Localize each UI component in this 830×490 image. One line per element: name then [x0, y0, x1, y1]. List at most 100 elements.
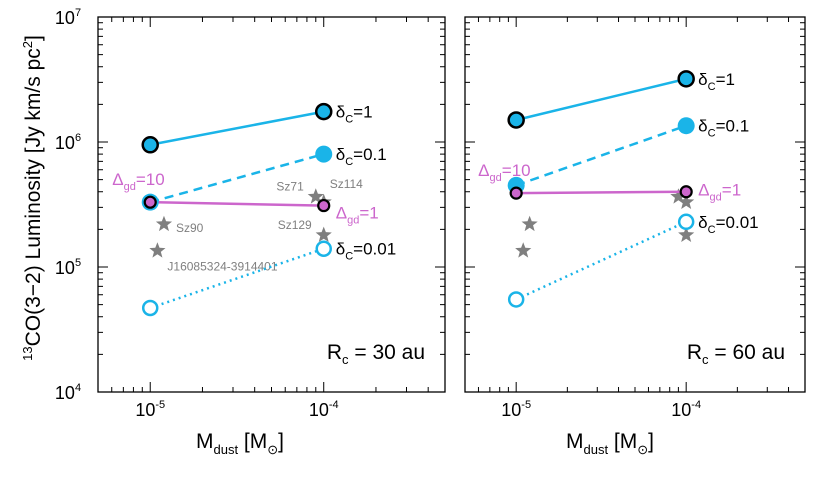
delta-gd-main: Δ [112, 170, 123, 189]
series-line [149, 110, 324, 147]
series-label-sub: C [345, 251, 353, 263]
series-label-sub: C [708, 81, 716, 93]
x-tick-label-exp: -4 [691, 399, 701, 411]
series-line [515, 77, 687, 122]
y-axis-label-main: CO(3−2) Luminosity [Jy km/s pc [22, 48, 45, 346]
series-line [150, 200, 324, 207]
star-marker [678, 226, 695, 242]
star-marker [521, 215, 538, 232]
series-label: δC=0.01 [698, 213, 758, 236]
x-tick-label: 10-5 [501, 399, 531, 420]
delta-gd-main: Δ [478, 161, 489, 180]
delta-gd-label: Δgd=10 [478, 161, 530, 184]
delta-gd-post: =1 [722, 181, 741, 200]
series-line [149, 247, 325, 310]
delta-gd-main: Δ [336, 204, 347, 223]
series-line [516, 190, 687, 195]
star-marker [155, 215, 173, 232]
series-label-main: δ [336, 240, 345, 259]
x-axis-label-right: Mdust [M⊙] [566, 430, 654, 457]
data-point [507, 111, 525, 129]
x-tick-label: 10-4 [309, 399, 339, 420]
series-label-main: δ [698, 213, 707, 232]
rc-sub: c [342, 352, 349, 367]
y-tick-label-base: 10 [55, 258, 75, 278]
data-point [677, 213, 695, 231]
star-marker [678, 193, 695, 210]
x-tick-label-exp: -4 [329, 399, 339, 411]
x-tick-label: 10-4 [671, 399, 701, 420]
y-axis-label: 13CO(3−2) Luminosity [Jy km/s pc2] [20, 35, 45, 361]
y-axis-label-sup: 2 [20, 41, 35, 48]
y-tick-label-exp: 4 [75, 382, 81, 394]
x-tick-label-base: 10 [135, 400, 155, 420]
x-label-sun: ⊙ [637, 442, 648, 457]
data-point [677, 117, 695, 135]
series-label-post: =0.01 [353, 240, 396, 259]
rc-main: R [687, 341, 702, 364]
series-label: δC=0.1 [698, 117, 749, 140]
data-point [141, 299, 159, 317]
series-label-post: =0.1 [353, 145, 387, 164]
series-label-sub: C [708, 224, 716, 236]
delta-gd-sub: gd [710, 192, 722, 204]
y-tick-label-exp: 6 [75, 132, 81, 144]
rc-rest: = 30 au [349, 341, 425, 364]
y-tick-label: 106 [55, 132, 81, 153]
x-tick-label-exp: -5 [155, 399, 165, 411]
x-tick-label-base: 10 [671, 400, 691, 420]
delta-gd-sub: gd [490, 172, 502, 184]
series-label-sub: C [345, 156, 353, 168]
delta-gd-label: Δgd=10 [112, 170, 164, 193]
series-label: δC=0.1 [336, 145, 387, 168]
y-tick-label-base: 10 [55, 133, 75, 153]
series-label: δC=0.01 [336, 240, 396, 263]
data-point [143, 195, 157, 209]
series-label-sub: C [345, 114, 353, 126]
rc-annotation: Rc = 30 au [327, 341, 425, 367]
star-marker [307, 188, 324, 204]
series-label-post: =1 [353, 103, 372, 122]
series-line [515, 124, 687, 187]
x-axis-label-left: Mdust [M⊙] [196, 430, 284, 457]
rc-rest: = 60 au [709, 341, 785, 364]
y-axis-label-post: ] [22, 35, 45, 41]
y-tick-label-exp: 5 [75, 257, 81, 269]
star-label: Sz114 [330, 177, 363, 191]
series-line [149, 152, 325, 204]
series-line [515, 220, 687, 301]
panel-left: 10-5 10-4104105106107Sz90J16085324-391440… [55, 7, 446, 420]
star-marker [670, 188, 687, 204]
star-label: J16085324-3914401 [167, 260, 277, 274]
series-label-main: δ [698, 117, 707, 136]
data-point [677, 70, 695, 88]
star-label: Sz71 [276, 180, 304, 194]
x-tick-label-base: 10 [501, 400, 521, 420]
series-label-sub: C [708, 128, 716, 140]
y-tick-label: 105 [55, 257, 81, 278]
series-label-post: =0.01 [716, 213, 759, 232]
series-label: δC=1 [698, 70, 735, 93]
x-label-main: M [566, 430, 584, 453]
data-point [315, 240, 332, 257]
star-marker [315, 226, 332, 242]
x-tick-label-exp: -5 [521, 399, 531, 411]
x-tick-label-base: 10 [309, 400, 329, 420]
star-label: Sz129 [278, 218, 312, 232]
x-label-end: ] [278, 430, 284, 453]
series-label-main: δ [336, 103, 345, 122]
series-label: δC=1 [336, 103, 373, 126]
series-label-post: =1 [716, 70, 735, 89]
rc-main: R [327, 341, 342, 364]
data-point [317, 198, 331, 213]
x-label-end: ] [648, 430, 654, 453]
series-label-post: =0.1 [716, 117, 750, 136]
y-axis-label-pre: 13 [20, 346, 35, 360]
x-label-sun: ⊙ [267, 442, 278, 457]
x-label-sub: dust [584, 442, 609, 457]
data-point [314, 102, 333, 121]
delta-gd-label: Δgd=1 [698, 181, 741, 204]
x-label-post: [M [608, 430, 637, 453]
